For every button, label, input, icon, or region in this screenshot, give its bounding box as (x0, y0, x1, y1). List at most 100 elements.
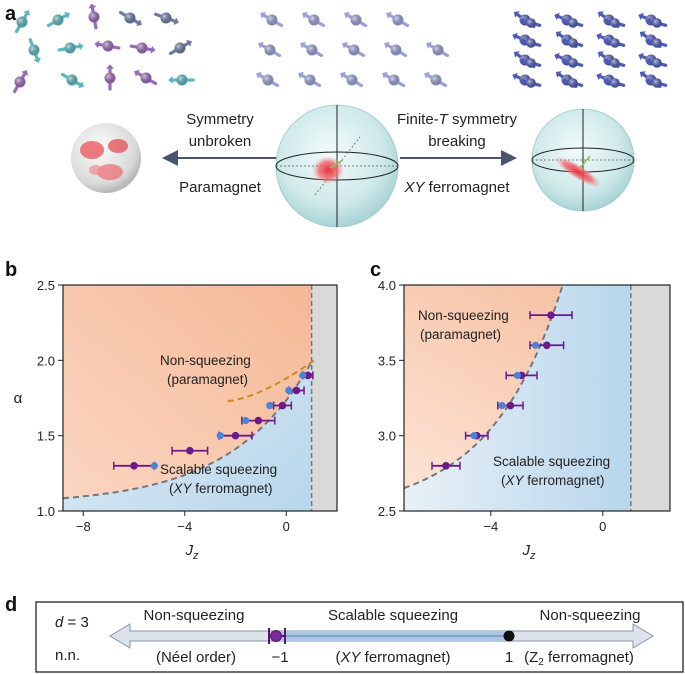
spin-arrowhead (562, 57, 567, 65)
data-point-blue (150, 462, 158, 470)
data-point-blue (498, 401, 506, 410)
panel-label-c: c (370, 259, 381, 281)
spin-ball-shade (350, 14, 362, 26)
spin (646, 57, 668, 68)
spin-arrowhead (646, 77, 651, 85)
spin-arrowhead (340, 71, 346, 79)
spin (344, 11, 368, 28)
spin (12, 70, 29, 94)
spin (386, 11, 410, 28)
spin-ball-shade (526, 38, 536, 48)
spin-arrowhead (555, 71, 562, 78)
right-arrow-text-2: breaking (428, 133, 486, 150)
panel-label-b: b (5, 259, 17, 281)
spin (384, 41, 408, 58)
y-tick-label: 3.5 (378, 353, 396, 368)
region-non-squeezing (404, 285, 631, 489)
spin-cluster-aligned (256, 11, 450, 88)
spin-arrowhead (562, 37, 567, 45)
data-point-blue (513, 371, 522, 379)
spin-ball-shade (262, 74, 274, 86)
spin-arrowhead (94, 40, 100, 49)
y-axis-label: α (14, 390, 23, 407)
y-tick-label: 2.0 (37, 353, 55, 368)
spin-ball-shade (16, 16, 28, 28)
spin (604, 57, 626, 68)
spin-ball-shade (610, 18, 620, 28)
spin-ball-shade (526, 18, 536, 28)
region-gray (630, 285, 670, 511)
spin-arrowhead (186, 39, 192, 47)
spin-arrowhead (512, 72, 518, 81)
spin (342, 41, 366, 58)
d-left-phase: Non-squeezing (144, 607, 245, 624)
data-point-blue (299, 371, 307, 379)
data-point-purple (278, 401, 287, 410)
region-upper-sublabel: (paramagnet) (167, 372, 248, 387)
bloch-sphere-center (275, 104, 399, 228)
data-point-purple (231, 431, 240, 440)
d-middle-phase: Scalable squeezing (328, 607, 458, 624)
data-point-purple (292, 386, 301, 395)
spin-cluster-ferromagnet (512, 11, 668, 89)
spin-arrowhead (260, 11, 266, 19)
spin-arrowhead (646, 57, 651, 65)
spin (168, 39, 192, 56)
spin-ball-shade (174, 42, 186, 54)
spin-arrowhead (386, 11, 392, 19)
chart-frame (403, 284, 671, 512)
data-point-purple (543, 341, 551, 350)
spin (129, 42, 156, 54)
d-right-sub: (Z2 ferromagnet) (524, 649, 634, 668)
x-tick-label: −4 (177, 519, 192, 534)
d-one: 1 (505, 649, 513, 666)
spin-arrowhead (604, 57, 609, 65)
spin (104, 64, 116, 91)
spin-arrowhead (168, 76, 173, 84)
spin (302, 11, 326, 28)
region-upper-label: Non-squeezing (418, 308, 509, 323)
spin-arrowhead (426, 41, 432, 49)
spin (168, 74, 195, 86)
spin (134, 69, 158, 86)
spin (94, 40, 121, 52)
spin-arrowhead (604, 37, 609, 45)
data-point-purple (254, 416, 263, 425)
nn-label: n.n. (55, 647, 80, 664)
spin-ball-shade (52, 14, 64, 26)
spin-arrowhead (21, 70, 29, 76)
spin-ball-shade (526, 58, 536, 68)
spin (46, 11, 70, 28)
spin-ball-shade (136, 42, 148, 54)
d-middle-sub: (XY ferromagnet) (335, 649, 450, 666)
region-lower-sublabel: (XY ferromagnet) (169, 481, 273, 496)
spin-arrowhead (554, 52, 560, 61)
left-arrow-text-1: Symmetry (186, 111, 254, 128)
spin-ball-shade (266, 14, 278, 26)
spin (14, 10, 31, 34)
data-point-blue (532, 341, 540, 349)
spin-arrowhead (596, 32, 602, 41)
spin-arrowhead (258, 41, 264, 49)
x-tick-label: −8 (76, 519, 91, 534)
spin-ball-shade (66, 74, 78, 86)
spin-arrowhead (638, 12, 644, 21)
right-phase-label: XY ferromagnet (403, 179, 510, 196)
spin-ball-shade (430, 74, 442, 86)
region-lower-sublabel: (XY ferromagnet) (501, 473, 605, 488)
spin-arrowhead (597, 11, 604, 18)
spin-arrowhead (382, 71, 388, 79)
chart-b: −8 −4 0 1.0 1.5 2.0 2.5 Jz α Non-squeezing (parama… (14, 278, 338, 562)
spin (646, 77, 668, 88)
spin (604, 37, 626, 48)
spin-arrowhead (596, 72, 602, 81)
spin-ball-shade (346, 74, 358, 86)
spin (57, 42, 84, 54)
y-tick-label: 3.0 (378, 429, 396, 444)
spin (520, 77, 542, 88)
spin-arrowhead (646, 17, 651, 25)
d-minus-one: −1 (271, 649, 288, 666)
boundary-curve (404, 285, 564, 490)
spin-arrowhead (150, 45, 156, 54)
